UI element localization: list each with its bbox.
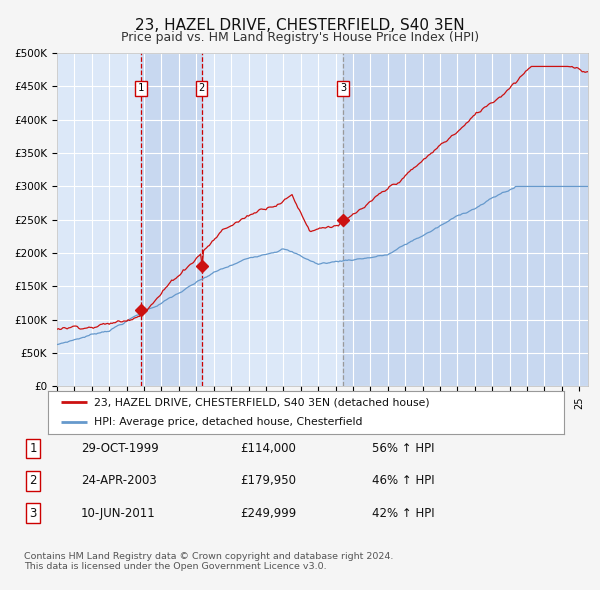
Text: 2: 2	[29, 474, 37, 487]
Text: 2: 2	[199, 83, 205, 93]
Text: 10-JUN-2011: 10-JUN-2011	[81, 507, 156, 520]
Text: 23, HAZEL DRIVE, CHESTERFIELD, S40 3EN: 23, HAZEL DRIVE, CHESTERFIELD, S40 3EN	[135, 18, 465, 32]
Text: 1: 1	[138, 83, 144, 93]
Text: 29-OCT-1999: 29-OCT-1999	[81, 442, 159, 455]
Text: 56% ↑ HPI: 56% ↑ HPI	[372, 442, 434, 455]
Text: Price paid vs. HM Land Registry's House Price Index (HPI): Price paid vs. HM Land Registry's House …	[121, 31, 479, 44]
Text: 23, HAZEL DRIVE, CHESTERFIELD, S40 3EN (detached house): 23, HAZEL DRIVE, CHESTERFIELD, S40 3EN (…	[94, 397, 430, 407]
Text: £114,000: £114,000	[240, 442, 296, 455]
Text: 46% ↑ HPI: 46% ↑ HPI	[372, 474, 434, 487]
Text: £249,999: £249,999	[240, 507, 296, 520]
Text: Contains HM Land Registry data © Crown copyright and database right 2024.
This d: Contains HM Land Registry data © Crown c…	[24, 552, 394, 571]
Text: 24-APR-2003: 24-APR-2003	[81, 474, 157, 487]
Text: 3: 3	[340, 83, 346, 93]
Text: HPI: Average price, detached house, Chesterfield: HPI: Average price, detached house, Ches…	[94, 417, 363, 427]
Text: 42% ↑ HPI: 42% ↑ HPI	[372, 507, 434, 520]
Text: £179,950: £179,950	[240, 474, 296, 487]
Text: 1: 1	[29, 442, 37, 455]
Bar	[141, 53, 202, 386]
Text: 3: 3	[29, 507, 37, 520]
Bar	[343, 53, 588, 386]
